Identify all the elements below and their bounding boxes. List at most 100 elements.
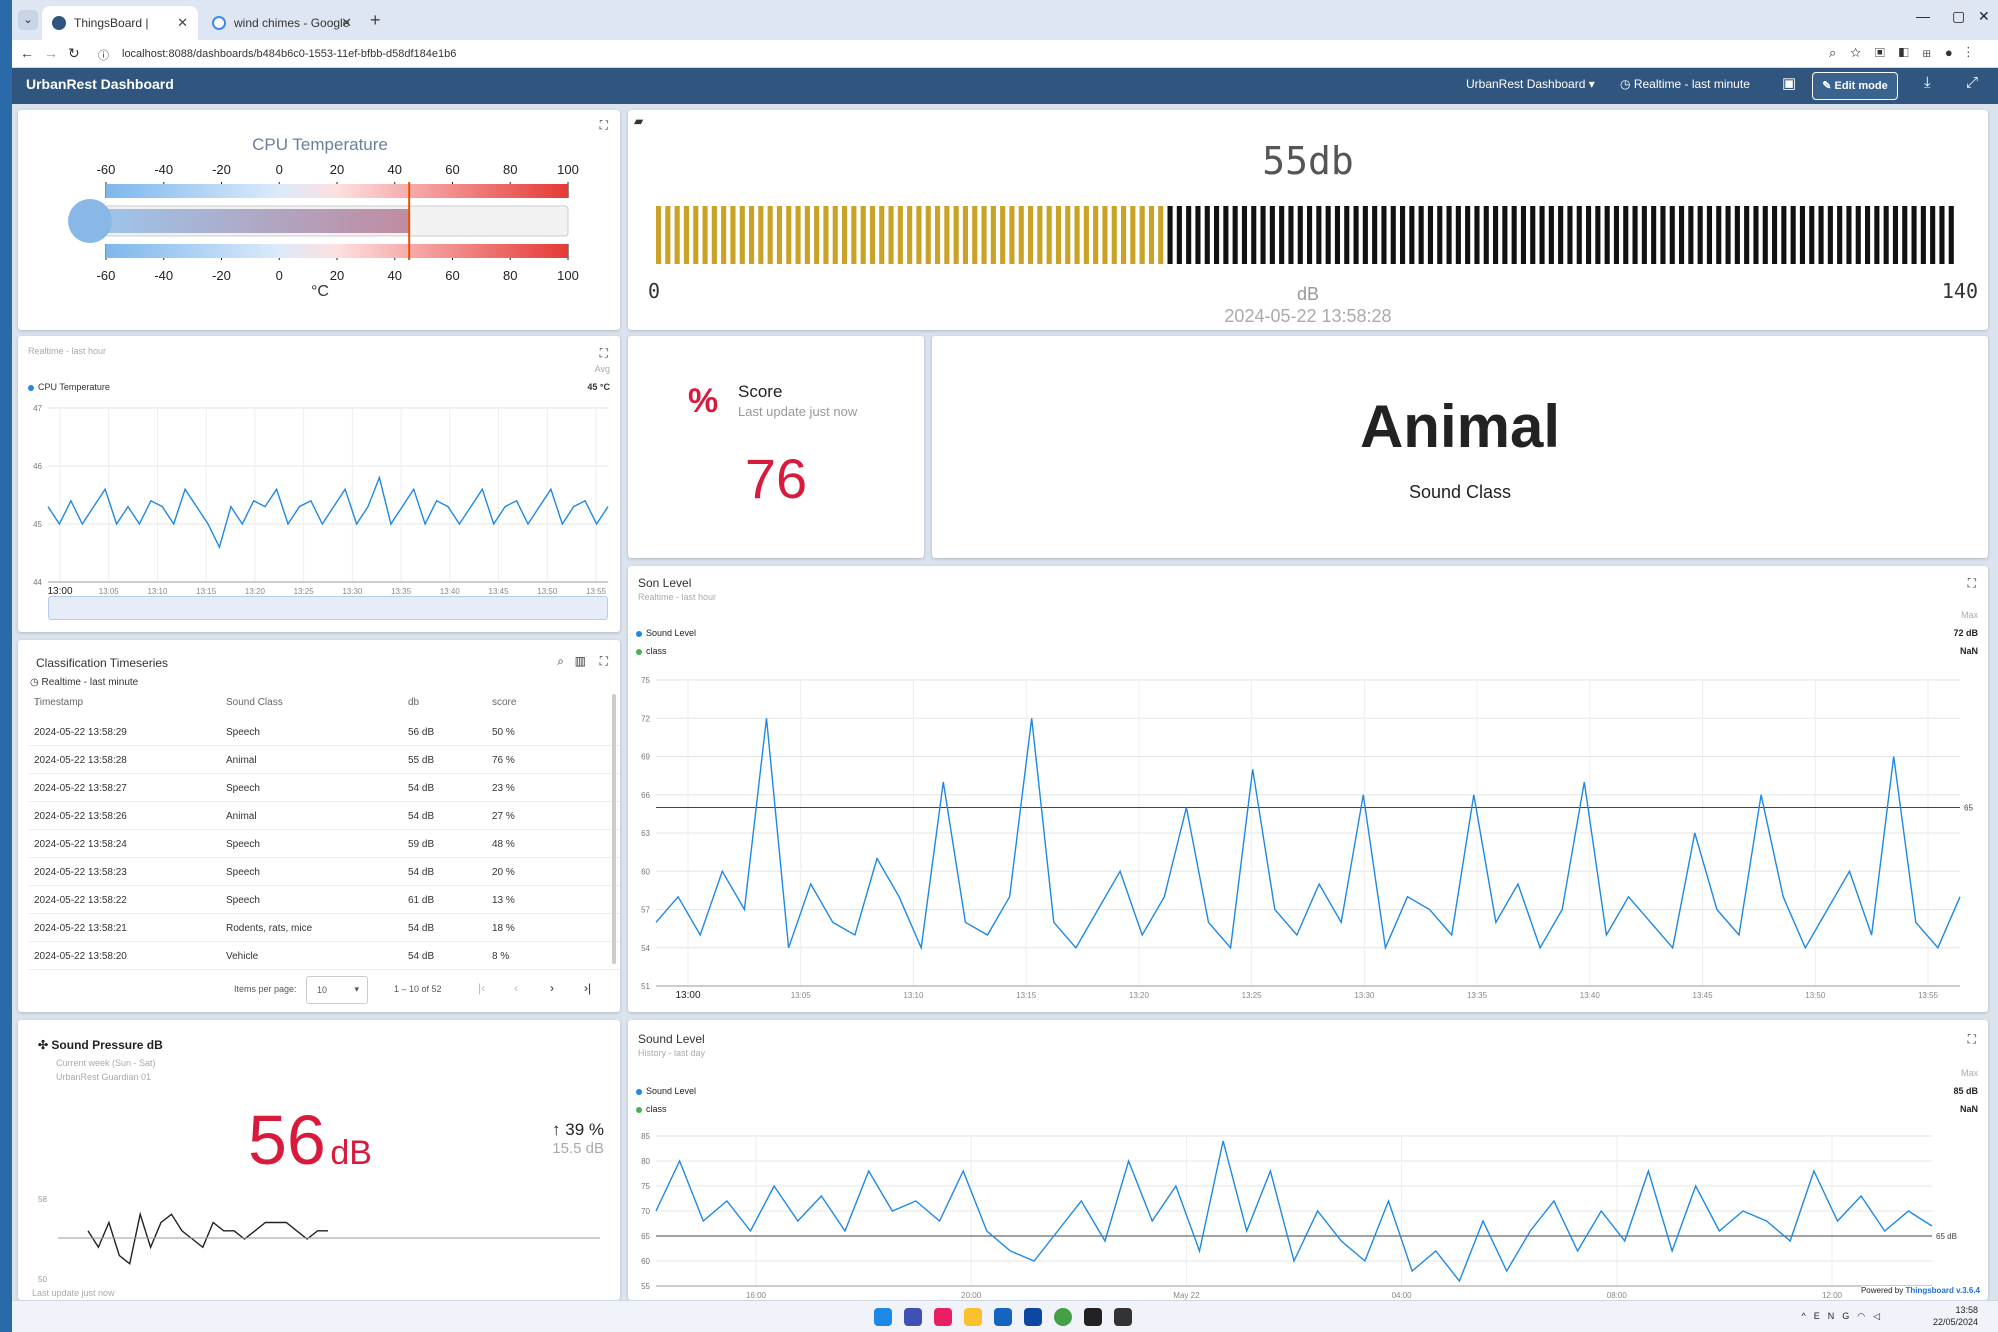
sparkline <box>87 1211 328 1266</box>
gauge-bulb <box>68 199 112 243</box>
close-window-icon[interactable]: ✕ <box>1978 8 1990 24</box>
col-sound-class[interactable]: Sound Class <box>226 697 283 708</box>
table-cell: 55 dB <box>408 755 435 766</box>
percent-icon: % <box>688 382 719 420</box>
table-row[interactable]: 2024-05-22 13:58:27 Speech 54 dB 23 % <box>28 774 620 802</box>
legend-cpu-temperature[interactable]: CPU Temperature <box>28 382 110 392</box>
db-bar <box>1818 206 1824 264</box>
series-line <box>655 1140 1933 1283</box>
table-scrollbar[interactable] <box>612 694 616 964</box>
db-bar <box>665 206 671 264</box>
table-row[interactable]: 2024-05-22 13:58:29 Speech 56 dB 50 % <box>28 718 620 746</box>
db-bar <box>814 206 820 264</box>
legend-sound-level[interactable]: Sound Level <box>636 628 696 638</box>
dropdown-icon: ▾ <box>354 984 359 994</box>
legend-sound-level[interactable]: Sound Level <box>636 1086 696 1096</box>
table-row[interactable]: 2024-05-22 13:58:24 Speech 59 dB 48 % <box>28 830 620 858</box>
tab-google[interactable]: wind chimes - Google Search ✕ <box>202 6 362 64</box>
gauge-scale-bottom <box>106 244 568 258</box>
terminal-icon[interactable] <box>1084 1308 1102 1326</box>
db-bar <box>1418 206 1424 264</box>
db-bar <box>1632 206 1638 264</box>
clock[interactable]: 13:58 22/05/2024 <box>1933 1304 1978 1328</box>
first-page-icon[interactable]: |‹ <box>478 981 486 995</box>
db-bar <box>1390 206 1396 264</box>
legend-class[interactable]: class <box>636 1104 667 1114</box>
table-cell: 2024-05-22 13:58:26 <box>34 811 127 822</box>
powered-by-link[interactable]: Thingsboard v.3.6.4 <box>1905 1286 1980 1295</box>
fullscreen-icon[interactable]: ⤢ <box>1966 74 1979 91</box>
legend-class[interactable]: class <box>636 646 667 656</box>
db-bar <box>1316 206 1322 264</box>
minimize-icon[interactable]: — <box>1916 8 1930 24</box>
new-tab-button[interactable]: + <box>370 10 381 30</box>
file-explorer-icon[interactable] <box>964 1308 982 1326</box>
db-bar <box>1902 206 1908 264</box>
fullscreen-icon[interactable]: ⛶ <box>599 654 608 668</box>
x-tick-label: 13:10 <box>903 991 924 1000</box>
fullscreen-icon[interactable]: ⛶ <box>599 118 608 132</box>
db-bar <box>1734 206 1740 264</box>
db-bar <box>860 206 866 264</box>
chart-zoom-slider[interactable] <box>48 596 608 620</box>
db-bar <box>1790 206 1796 264</box>
db-bar <box>749 206 755 264</box>
close-tab-icon[interactable]: ✕ <box>341 15 352 30</box>
table-cell: 2024-05-22 13:58:21 <box>34 923 127 934</box>
prev-page-icon[interactable]: ‹ <box>514 981 518 995</box>
table-row[interactable]: 2024-05-22 13:58:26 Animal 54 dB 27 % <box>28 802 620 830</box>
back-icon[interactable]: ← <box>20 45 34 61</box>
last-page-icon[interactable]: ›| <box>584 981 592 995</box>
table-row[interactable]: 2024-05-22 13:58:22 Speech 61 dB 13 % <box>28 886 620 914</box>
col-score[interactable]: score <box>492 697 517 708</box>
table-row[interactable]: 2024-05-22 13:58:23 Speech 54 dB 20 % <box>28 858 620 886</box>
chrome-icon[interactable] <box>1054 1308 1072 1326</box>
site-info-icon[interactable]: ⓘ <box>98 50 109 62</box>
dashboard-select[interactable]: UrbanRest Dashboard ▾ <box>1466 77 1595 91</box>
db-bar <box>1074 206 1080 264</box>
image-export-icon[interactable]: ▣ <box>1782 75 1797 92</box>
table-cell: 2024-05-22 13:58:22 <box>34 895 127 906</box>
app-icon[interactable] <box>934 1308 952 1326</box>
search-icon[interactable]: ⌕ <box>557 654 564 668</box>
db-level-bars <box>656 206 1954 264</box>
desktop-strip <box>0 0 12 1332</box>
reload-icon[interactable]: ↻ <box>68 45 80 61</box>
db-bar <box>1455 206 1461 264</box>
timewindow-button[interactable]: ◷ Realtime - last minute <box>1620 77 1750 91</box>
table-timewindow[interactable]: ◷ Realtime - last minute <box>30 677 138 688</box>
tab-thingsboard[interactable]: ThingsBoard | Dashboard ✕ <box>42 6 198 64</box>
x-tick-label: 13:45 <box>1693 991 1714 1000</box>
browser-toolbar-icons[interactable]: ⌕☆▣◧⊞●⋮ <box>1828 45 1984 60</box>
db-bar <box>1548 206 1554 264</box>
system-tray[interactable]: ^ENG◠◁ <box>1801 1311 1888 1322</box>
table-row[interactable]: 2024-05-22 13:58:21 Rodents, rats, mice 54… <box>28 914 620 942</box>
fullscreen-icon[interactable]: ⛶ <box>1967 576 1976 590</box>
col-db[interactable]: db <box>408 697 420 708</box>
columns-icon[interactable]: ▥ <box>574 654 586 668</box>
fullscreen-icon[interactable]: ⛶ <box>599 346 608 360</box>
maximize-icon[interactable]: ▢ <box>1952 8 1966 24</box>
close-tab-icon[interactable]: ✕ <box>177 15 188 30</box>
table-row[interactable]: 2024-05-22 13:58:20 Vehicle 54 dB 8 % <box>28 942 620 970</box>
download-icon[interactable]: ⤓ <box>1924 74 1931 91</box>
value-number: 56 <box>248 1101 326 1179</box>
start-icon[interactable] <box>874 1308 892 1326</box>
console-icon[interactable] <box>1114 1308 1132 1326</box>
items-per-page-select[interactable]: 10 ▾ <box>306 976 368 1004</box>
teams-icon[interactable] <box>904 1308 922 1326</box>
db-bar <box>1055 206 1062 264</box>
edit-mode-button[interactable]: ✎ Edit mode <box>1812 72 1898 100</box>
fullscreen-icon[interactable]: ⛶ <box>1967 1032 1976 1046</box>
db-bar <box>1874 206 1880 264</box>
firefox-icon[interactable] <box>1024 1308 1042 1326</box>
db-min-label: 0 <box>648 279 660 303</box>
db-bar <box>1948 206 1954 264</box>
url-field[interactable]: localhost:8088/dashboards/b484b6c0-1553-… <box>122 48 457 60</box>
mail-icon[interactable] <box>994 1308 1012 1326</box>
dashboard-title: UrbanRest Dashboard <box>26 76 174 92</box>
table-row[interactable]: 2024-05-22 13:58:28 Animal 55 dB 76 % <box>28 746 620 774</box>
tab-search-button[interactable]: ⌄ <box>18 10 38 30</box>
forward-icon[interactable]: → <box>44 45 58 61</box>
next-page-icon[interactable]: › <box>550 981 554 995</box>
